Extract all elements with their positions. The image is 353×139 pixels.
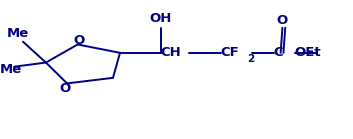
Text: OEt: OEt — [295, 46, 321, 59]
Text: 2: 2 — [247, 54, 255, 64]
Text: Me: Me — [7, 27, 29, 40]
Text: O: O — [277, 14, 288, 27]
Text: OH: OH — [149, 12, 172, 25]
Text: Me: Me — [0, 63, 22, 76]
Text: CF: CF — [221, 46, 239, 59]
Text: C: C — [274, 46, 283, 59]
Text: O: O — [74, 34, 85, 47]
Text: CH: CH — [161, 46, 181, 59]
Text: O: O — [60, 82, 71, 95]
